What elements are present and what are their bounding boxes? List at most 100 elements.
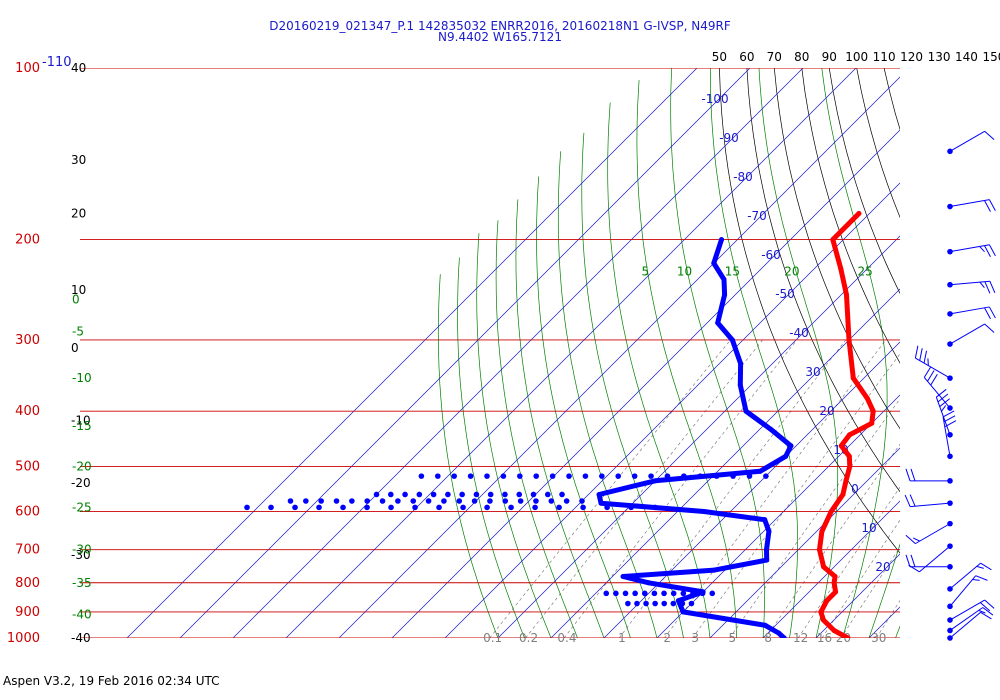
mixing-ratio-line xyxy=(902,340,1000,638)
wind-barb-shaft xyxy=(949,323,985,345)
theta-tick-label: 50 xyxy=(712,50,727,64)
wind-barb-flag xyxy=(988,199,996,211)
temperature-point xyxy=(870,408,876,414)
dewpoint-dot xyxy=(388,491,394,498)
dewpoint-line xyxy=(596,237,794,638)
dewpoint-dot xyxy=(340,504,346,511)
dewpoint-dot xyxy=(516,491,523,498)
dewpoint-point xyxy=(675,598,681,604)
temperature-point xyxy=(832,573,838,579)
isotherm-line xyxy=(815,553,900,638)
dewpoint-dot xyxy=(487,491,494,498)
mixing-ratio-line xyxy=(821,519,900,638)
left-temp-label: -10 xyxy=(71,413,91,427)
dewpoint-dot xyxy=(484,473,490,479)
temperature-point xyxy=(821,564,827,570)
wind-barb-flag xyxy=(976,565,984,569)
wind-barb-shaft xyxy=(919,545,951,573)
moist-adiabat-label: 10 xyxy=(677,264,692,278)
theta-tick-label: 90 xyxy=(822,50,837,64)
wind-barb-shaft xyxy=(949,199,990,208)
temperature-point xyxy=(831,580,837,586)
temperature-point xyxy=(847,463,853,469)
wind-barb-flag xyxy=(984,307,991,320)
isotherm-label: -40 xyxy=(789,326,809,340)
isotherm-line xyxy=(444,182,900,638)
wind-barb-flag xyxy=(984,200,991,212)
wind-barb-flag xyxy=(979,246,985,253)
wind-barb-flag xyxy=(988,306,996,319)
wind-barb-flag xyxy=(941,405,947,412)
wind-barb-shaft xyxy=(915,523,951,545)
dewpoint-dot xyxy=(631,473,638,479)
dewpoint-dot xyxy=(303,498,309,504)
wind-barb xyxy=(947,130,995,155)
isotherm-line xyxy=(285,68,857,638)
dewpoint-point xyxy=(788,443,794,449)
isotherm-line xyxy=(338,76,900,638)
dewpoint-dot xyxy=(395,498,401,504)
temperature-point xyxy=(845,635,851,638)
isotherm-label: -110 xyxy=(42,55,72,70)
wind-barb-flag xyxy=(923,366,932,378)
dewpoint-dot xyxy=(292,504,298,511)
wind-barb-flag xyxy=(936,388,947,398)
moist-adiabat-label: -25 xyxy=(72,500,92,514)
temperature-trace xyxy=(816,211,876,638)
moist-adiabat-line xyxy=(868,543,900,638)
dewpoint-dot xyxy=(467,473,474,479)
mixing-ratio-lines xyxy=(489,339,1000,638)
dewpoint-point xyxy=(620,573,626,579)
dewpoint-point xyxy=(764,557,770,563)
temperature-point xyxy=(828,509,834,515)
dewpoint-dot xyxy=(441,498,447,504)
wind-barb-flag xyxy=(943,415,956,423)
mixing-ratio-label: 0.2 xyxy=(519,631,538,645)
isotherms xyxy=(126,68,900,638)
theta-tick-label: 110 xyxy=(873,50,896,64)
pressure-tick-label: 500 xyxy=(15,459,40,474)
moist-adiabat-label: 5 xyxy=(642,264,650,278)
isotherm-line xyxy=(709,447,900,638)
wind-barb-flag xyxy=(972,579,980,581)
dewpoint-point xyxy=(598,500,604,506)
dry-adiabat-line xyxy=(959,42,1000,638)
dewpoint-point xyxy=(766,528,772,534)
mixing-ratio-line xyxy=(840,546,900,638)
moist-adiabat-line xyxy=(636,80,737,638)
theta-tick-label: 150 xyxy=(982,50,1000,64)
wind-barb-flag xyxy=(905,468,911,481)
temperature-point xyxy=(816,547,822,553)
temperature-point xyxy=(820,617,826,623)
theta-tick-label: 70 xyxy=(767,50,782,64)
dewpoint-dot xyxy=(364,498,370,504)
dewpoint-dot xyxy=(487,498,493,504)
dewpoint-dot xyxy=(634,600,640,607)
moist-adiabat-line xyxy=(607,102,711,638)
dewpoint-dot xyxy=(670,590,677,597)
dewpoint-dot xyxy=(517,473,523,479)
dewpoint-point xyxy=(783,453,789,459)
moist-adiabat-label: -10 xyxy=(72,371,92,385)
wind-barb-flag xyxy=(978,609,986,614)
isotherm-label: 10 xyxy=(861,521,876,535)
isotherm-line xyxy=(232,68,804,638)
isotherm-label: 20 xyxy=(819,404,834,418)
dewpoint-dot xyxy=(388,504,394,511)
dewpoint-dot xyxy=(603,590,610,597)
wind-barb-flag xyxy=(942,410,955,418)
theta-tick-label: 120 xyxy=(900,50,923,64)
dry-adiabat-line xyxy=(906,42,1000,638)
wind-barb xyxy=(908,543,953,573)
pressure-tick-label: 100 xyxy=(15,61,40,76)
wind-barbs xyxy=(904,130,996,641)
dewpoint-dot xyxy=(508,504,514,511)
dewpoint-dot xyxy=(484,504,490,511)
dewpoint-dot xyxy=(412,504,418,511)
pressure-tick-label: 200 xyxy=(15,233,40,248)
wind-barb xyxy=(947,611,992,641)
dewpoint-point xyxy=(781,635,787,638)
wind-barb-flag xyxy=(927,370,935,382)
dewpoint-point xyxy=(763,547,769,553)
